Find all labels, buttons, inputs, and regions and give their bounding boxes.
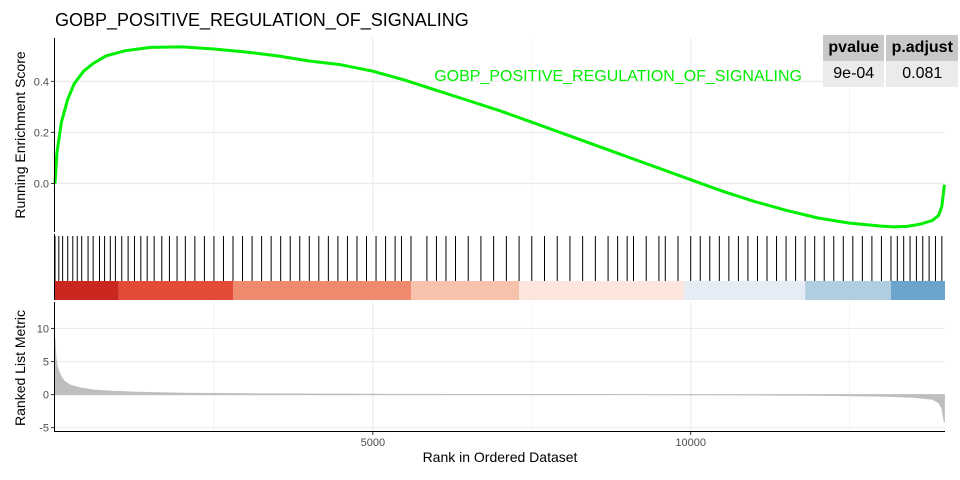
ranked-metric-x-ticks: 5000 10000 (361, 431, 706, 449)
stats-table-header-row: pvalue p.adjust (823, 35, 958, 61)
y-tick-label: -5 (39, 423, 49, 435)
stats-table: pvalue p.adjust 9e-04 0.081 (821, 35, 960, 87)
y-tick-label: 0.0 (34, 179, 49, 191)
running-score-panel: 0.0 0.2 0.4 Running Enrichment Score GOBP_… (12, 38, 946, 232)
chart-title: GOBP_POSITIVE_REGULATION_OF_SIGNALING (55, 10, 469, 30)
pvalue-header: pvalue (823, 35, 885, 61)
y-tick-label: 0.2 (34, 127, 49, 139)
heat-band (519, 281, 685, 300)
running-score-y-ticks: 0.0 0.2 0.4 (34, 76, 54, 191)
running-score-curve (53, 45, 946, 229)
heat-band (411, 281, 520, 300)
ranked-metric-grid (55, 302, 945, 431)
running-score-y-axis-label: Running Enrichment Score (12, 51, 28, 219)
x-axis-label: Rank in Ordered Dataset (423, 449, 578, 465)
x-tick-label: 10000 (675, 437, 706, 449)
padjust-cell: 0.081 (886, 61, 958, 87)
ranked-metric-panel: -5 0 5 10 5000 10000 Ranked List Metric Rank… (12, 302, 945, 465)
ranked-metric-y-axis-label: Ranked List Metric (12, 310, 28, 426)
hit-panel (54, 234, 945, 300)
running-score-grid (55, 38, 945, 232)
heat-band (118, 281, 233, 300)
series-legend-label: GOBP_POSITIVE_REGULATION_OF_SIGNALING (434, 68, 802, 85)
hit-lines (54, 236, 943, 281)
ranking-heat-strip (55, 281, 945, 300)
y-tick-label: 10 (37, 323, 49, 335)
heat-band (55, 281, 119, 300)
ranked-metric-area (54, 338, 945, 423)
stats-table-row: 9e-04 0.081 (823, 61, 958, 87)
padjust-header: p.adjust (886, 35, 958, 61)
heat-band (684, 281, 806, 300)
pvalue-cell: 9e-04 (823, 61, 885, 87)
y-tick-label: 5 (43, 357, 49, 369)
heat-band (233, 281, 411, 300)
y-tick-label: 0 (43, 390, 49, 402)
heat-band (805, 281, 891, 300)
x-tick-label: 5000 (361, 437, 385, 449)
heat-band (890, 281, 945, 300)
ranked-metric-y-ticks: -5 0 5 10 (37, 323, 54, 435)
y-tick-label: 0.4 (34, 76, 49, 88)
